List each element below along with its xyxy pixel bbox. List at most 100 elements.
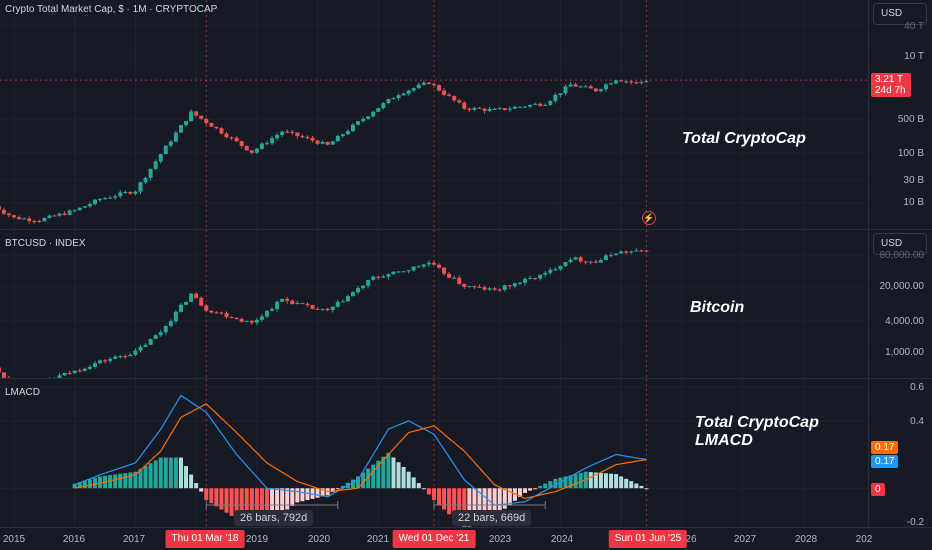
candle-down [290, 300, 295, 305]
bitcoin-price-axis[interactable]: USD 80,000.00 20,000.00 4,000.00 1,000.0… [868, 230, 932, 378]
lightning-icon[interactable]: ⚡ [642, 211, 656, 225]
candle-up [98, 199, 103, 201]
candle-down [315, 140, 320, 144]
histogram-bar [619, 476, 624, 489]
y-tick: 4,000.00 [885, 316, 924, 327]
histogram-bar [396, 462, 401, 489]
candle-down [376, 276, 381, 278]
candle-down [305, 303, 310, 306]
x-tick: 2017 [122, 534, 146, 545]
x-tick: 202 [855, 534, 873, 545]
histogram-bar [568, 475, 573, 489]
candle-up [113, 196, 118, 198]
bitcoin-candles[interactable] [0, 230, 868, 378]
lmacd-value-axis[interactable]: 0.6 0.4 -0.2 [868, 379, 932, 528]
histogram-bar [624, 478, 629, 489]
candle-down [224, 133, 229, 138]
histogram-bar [629, 481, 634, 489]
candle-up [381, 276, 386, 278]
histogram-bar [442, 488, 447, 510]
histogram-bar [472, 488, 477, 525]
marketcap-candles[interactable] [0, 0, 868, 229]
candle-down [123, 356, 128, 358]
pane-separator[interactable] [0, 378, 932, 379]
histogram-bar [295, 488, 300, 503]
candle-up [335, 301, 340, 307]
lmacd-plot[interactable] [0, 379, 868, 527]
currency-button-2[interactable]: USD [873, 233, 927, 255]
candle-up [543, 104, 548, 106]
candle-down [482, 108, 487, 111]
histogram-bar [98, 476, 103, 489]
y-tick: 80,000.00 [879, 250, 925, 261]
marketcap-price-axis[interactable]: USD 40 T 10 T 500 B 100 B 30 B 10 B [868, 0, 932, 229]
candle-up [168, 321, 173, 327]
histogram-bar [123, 473, 128, 489]
pane-separator[interactable] [0, 229, 932, 230]
time-axis[interactable]: 2015 2016 2017 2019 2020 2021 2023 2024 … [0, 527, 932, 550]
candle-up [280, 298, 285, 302]
candle-up [67, 210, 72, 215]
candle-up [259, 316, 264, 320]
candle-up [568, 259, 573, 262]
candle-down [234, 137, 239, 142]
x-tick: 2016 [62, 534, 86, 545]
candle-up [487, 288, 492, 290]
y-tick: 20,000.00 [879, 281, 925, 292]
candle-up [512, 283, 517, 287]
candle-down [467, 108, 472, 110]
candle-up [138, 346, 143, 351]
candle-down [300, 302, 305, 304]
histogram-bar [178, 457, 183, 489]
histogram-bar [543, 483, 548, 489]
candle-up [163, 326, 168, 333]
candle-down [437, 85, 441, 91]
candle-up [143, 177, 148, 183]
histogram-bar [133, 471, 138, 489]
histogram-bar [239, 488, 244, 520]
candle-down [588, 86, 593, 89]
candle-up [62, 372, 67, 376]
candle-down [533, 278, 538, 280]
candle-up [609, 255, 614, 257]
y-tick: 30 B [903, 175, 924, 186]
candle-down [472, 286, 477, 288]
candle-up [87, 366, 92, 369]
candle-up [320, 308, 325, 310]
bitcoin-pane[interactable]: BTCUSD · INDEX Bitcoin [0, 230, 868, 378]
candle-up [42, 218, 47, 222]
candle-down [219, 312, 224, 314]
candle-up [609, 83, 614, 85]
candle-up [619, 251, 624, 254]
histogram-bar [366, 468, 371, 489]
candle-up [264, 143, 269, 145]
candle-up [573, 257, 578, 260]
histogram-bar [285, 488, 290, 510]
candle-down [497, 289, 502, 291]
histogram-bar [87, 479, 92, 489]
candle-up [345, 296, 350, 302]
currency-button-1[interactable]: USD [873, 3, 927, 25]
histogram-bar [406, 471, 411, 489]
candle-up [421, 264, 426, 267]
candle-up [158, 332, 163, 336]
candle-up [558, 266, 563, 270]
candle-up [72, 210, 77, 212]
candle-down [290, 131, 295, 133]
candle-up [345, 131, 350, 135]
candle-up [366, 279, 371, 286]
candle-down [639, 250, 644, 252]
histogram-bar [305, 488, 310, 501]
candle-down [644, 250, 649, 252]
candle-up [603, 255, 608, 261]
lmacd-pane[interactable]: LMACD Total CryptoCap LMACD 26 bars, 792… [0, 379, 868, 527]
candle-up [189, 111, 194, 122]
candle-up [507, 108, 512, 110]
candle-up [487, 108, 492, 111]
histogram-bar [270, 488, 275, 521]
candle-up [588, 261, 593, 263]
marketcap-pane[interactable]: Crypto Total Market Cap, $ · 1M · CRYPTO… [0, 0, 868, 229]
candle-up [553, 95, 558, 101]
candle-down [325, 308, 330, 311]
